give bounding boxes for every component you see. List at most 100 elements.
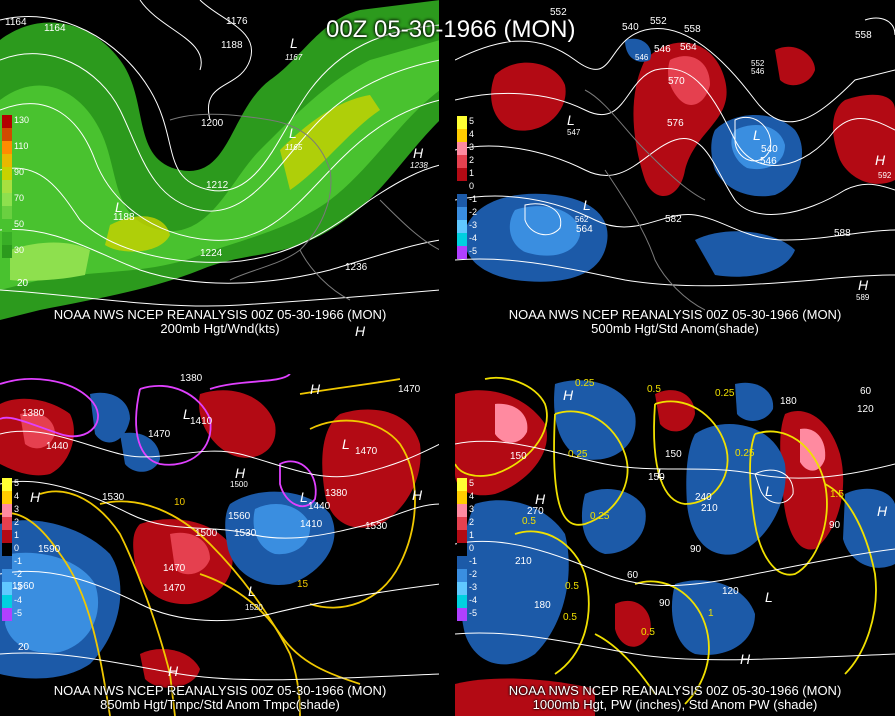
positive-anomaly (199, 390, 276, 458)
contour-label: 270 (527, 506, 544, 517)
map-850mb: 1380 1500 1380 1470 1410 1440 1470 1530 … (0, 374, 440, 716)
contour-label: 10 (174, 497, 186, 508)
legend-swatch (457, 142, 467, 155)
low-center: L (290, 35, 298, 51)
positive-anomaly (140, 649, 200, 688)
height-contours (455, 17, 895, 287)
panel-200mb-height-wind: 1164 1164 1176 1188 1167 1200 1165 1212 … (0, 0, 440, 340)
legend-swatch (2, 478, 12, 491)
pw-contours-yellow (455, 376, 877, 705)
negative-anomaly-core (253, 504, 311, 555)
contour-label: 1560 (12, 581, 35, 592)
legend-swatch (457, 116, 467, 129)
legend-label: 2 (469, 155, 475, 165)
panel-caption-source: NOAA NWS NCEP REANALYSIS 00Z 05-30-1966 … (53, 683, 387, 698)
legend-label: 5 (14, 478, 20, 488)
legend-label: 0 (14, 543, 20, 553)
low-center: L (753, 127, 761, 143)
contour-label: 552 (751, 59, 765, 68)
low-center: L (300, 489, 308, 505)
contour-label: 0.25 (575, 378, 595, 389)
contour-label: 20 (18, 642, 30, 653)
legend-label: -1 (14, 556, 23, 566)
panel-caption-field: 500mb Hgt/Std Anom(shade) (591, 321, 759, 336)
low-center: L (567, 112, 575, 128)
panel-caption-source: NOAA NWS NCEP REANALYSIS 00Z 05-30-1966 … (508, 683, 842, 698)
panel-caption-field: 850mb Hgt/Tmpc/Std Anom Tmpc(shade) (100, 697, 340, 712)
contour-label: 589 (856, 293, 870, 302)
contour-label: 90 (690, 544, 702, 555)
legend-swatch (457, 220, 467, 233)
contour-label: 180 (780, 396, 797, 407)
contour-label: 1410 (300, 519, 323, 530)
map-500mb: 552 540 552 558 546 564 552 546 546 558 … (455, 0, 895, 340)
negative-anomaly (735, 382, 774, 421)
panel-caption-field: 1000mb Hgt, PW (inches), Std Anom PW (sh… (532, 697, 818, 712)
legend-label: 5 (469, 116, 475, 126)
legend-label: -5 (14, 608, 23, 618)
negative-anomaly (581, 489, 646, 554)
legend-swatch (2, 556, 12, 569)
high-center: H (563, 387, 574, 403)
positive-anomaly (615, 600, 651, 647)
coastlines (584, 89, 706, 311)
contour-label: 540 (761, 144, 778, 155)
contour-label: 1500 (316, 374, 339, 377)
contour-label-group: 1380 1500 1380 1470 1410 1440 1470 1530 … (12, 374, 421, 653)
legend-label: -3 (14, 582, 23, 592)
contour-label: 558 (684, 24, 701, 35)
legend-label: -5 (469, 246, 478, 256)
legend-200: 130 110 90 70 50 30 (2, 115, 36, 258)
legend-swatch (457, 478, 467, 491)
legend-swatch (2, 206, 12, 219)
contour-label: 180 (534, 600, 551, 611)
positive-anomaly (833, 94, 895, 184)
legend-swatch (2, 141, 12, 154)
legend-label: -3 (469, 220, 478, 230)
contour-label: 120 (857, 404, 874, 415)
positive-anomaly-core (668, 56, 710, 105)
legend-swatch (2, 608, 12, 621)
contour-label: 562 (575, 215, 589, 224)
legend-swatch (2, 517, 12, 530)
high-center: H (740, 651, 751, 667)
wind-band-inner (280, 95, 380, 190)
legend-swatch (457, 595, 467, 608)
legend-label: 90 (14, 167, 25, 177)
contour-label: 120 (722, 586, 739, 597)
legend-swatch (457, 517, 467, 530)
legend-pw: 5 4 3 2 1 0 -1 -2 -3 -4 -5 (457, 478, 491, 621)
negative-anomaly (625, 38, 651, 62)
legend-label: 1 (14, 530, 20, 540)
legend-label: 3 (14, 504, 20, 514)
legend-swatch (2, 232, 12, 245)
legend-swatch (457, 181, 467, 194)
legend-swatch (2, 569, 12, 582)
contour-label: 1188 (113, 212, 135, 223)
legend-swatch (457, 504, 467, 517)
map-pw: 0.25 0.5 0.25 60 120 180 0.25 150 0.25 2… (455, 374, 895, 716)
positive-anomaly-core (20, 412, 55, 449)
legend-swatch (457, 491, 467, 504)
contour-label: 1380 (325, 488, 348, 499)
contour-label: 0.5 (647, 384, 661, 395)
legend-swatch (2, 543, 12, 556)
legend-850: 5 4 3 2 1 0 -1 -2 -3 -4 -5 (2, 478, 36, 621)
contour-label: 546 (760, 156, 777, 167)
contour-label: 1380 (180, 374, 203, 384)
legend-swatch (2, 504, 12, 517)
low-center: L (248, 583, 256, 599)
legend-swatch (457, 194, 467, 207)
panel-850mb-temp-anomaly: 1380 1500 1380 1470 1410 1440 1470 1530 … (0, 374, 440, 716)
contour-label: 1200 (201, 118, 224, 129)
negative-anomaly (554, 380, 636, 460)
legend-label: 3 (469, 504, 475, 514)
contour-label: 1440 (46, 441, 69, 452)
pressure-centers: L L L H H (567, 112, 886, 293)
contour-label: 564 (680, 42, 697, 53)
legend-swatch (457, 530, 467, 543)
contour-label: 90 (659, 598, 671, 609)
high-center: H (875, 152, 886, 168)
legend-label: 5 (469, 478, 475, 488)
